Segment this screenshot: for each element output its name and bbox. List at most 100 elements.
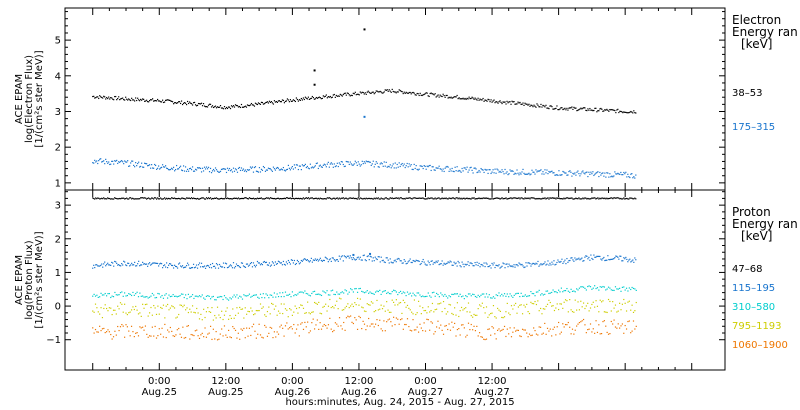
data-point bbox=[435, 292, 438, 295]
data-point bbox=[585, 197, 587, 199]
data-point bbox=[384, 330, 386, 332]
data-point bbox=[559, 291, 561, 293]
data-point bbox=[544, 261, 546, 263]
y-label-line: log(Proton Flux) bbox=[24, 240, 35, 319]
data-point bbox=[276, 314, 278, 316]
data-point bbox=[397, 304, 399, 306]
data-point bbox=[243, 197, 246, 199]
data-point bbox=[399, 89, 401, 92]
data-point bbox=[346, 92, 348, 94]
data-point bbox=[544, 308, 546, 310]
data-point bbox=[614, 109, 616, 112]
data-point bbox=[458, 262, 460, 264]
data-point bbox=[97, 331, 99, 333]
data-point bbox=[167, 168, 169, 170]
data-point bbox=[275, 336, 277, 338]
data-point bbox=[236, 171, 239, 173]
data-point bbox=[143, 296, 145, 298]
data-point bbox=[176, 102, 179, 104]
data-point bbox=[250, 197, 253, 200]
data-point bbox=[377, 197, 379, 199]
data-point bbox=[634, 310, 636, 312]
data-point bbox=[100, 158, 102, 160]
data-point bbox=[474, 314, 477, 316]
data-point bbox=[406, 92, 408, 94]
data-point bbox=[441, 95, 443, 98]
data-point bbox=[482, 169, 484, 171]
data-point bbox=[355, 258, 357, 261]
data-point bbox=[527, 310, 529, 313]
data-point bbox=[95, 161, 97, 163]
data-point bbox=[221, 266, 224, 268]
data-point bbox=[325, 257, 327, 259]
data-point bbox=[573, 260, 575, 262]
data-point bbox=[481, 99, 483, 101]
data-point bbox=[458, 197, 460, 199]
data-point bbox=[453, 261, 455, 263]
data-point bbox=[121, 97, 123, 100]
data-point bbox=[490, 297, 492, 299]
data-point bbox=[549, 328, 551, 330]
data-point bbox=[590, 254, 592, 256]
data-point bbox=[491, 326, 493, 328]
data-point bbox=[211, 170, 214, 172]
data-point bbox=[232, 262, 235, 264]
data-point bbox=[114, 291, 116, 294]
data-point bbox=[151, 314, 153, 316]
data-point bbox=[99, 95, 101, 97]
data-point bbox=[442, 198, 444, 200]
data-point bbox=[513, 101, 515, 103]
data-point bbox=[535, 333, 538, 335]
data-point bbox=[515, 302, 517, 305]
data-point bbox=[218, 171, 221, 173]
data-point bbox=[350, 288, 352, 290]
data-point bbox=[634, 197, 636, 199]
data-point bbox=[620, 325, 622, 327]
data-point bbox=[468, 197, 470, 200]
data-point bbox=[221, 198, 224, 200]
data-point bbox=[340, 325, 342, 327]
data-point bbox=[612, 301, 614, 303]
data-point bbox=[557, 108, 559, 111]
data-point bbox=[596, 287, 599, 289]
data-point bbox=[251, 166, 254, 168]
data-point bbox=[111, 97, 113, 99]
data-point bbox=[553, 309, 556, 312]
data-point bbox=[627, 261, 629, 263]
data-point bbox=[397, 293, 399, 296]
data-point bbox=[165, 266, 167, 268]
data-point bbox=[421, 94, 423, 97]
data-point bbox=[570, 333, 572, 335]
data-point bbox=[269, 265, 272, 267]
data-point bbox=[630, 173, 632, 175]
data-point bbox=[135, 97, 137, 99]
data-point bbox=[184, 198, 187, 200]
data-point bbox=[517, 329, 520, 332]
data-point bbox=[142, 197, 144, 199]
data-point bbox=[508, 173, 510, 175]
data-point bbox=[368, 91, 370, 93]
data-point bbox=[521, 295, 524, 297]
data-point bbox=[501, 102, 503, 105]
data-point bbox=[119, 302, 122, 304]
data-point bbox=[258, 309, 260, 312]
data-point bbox=[612, 289, 614, 291]
data-point bbox=[197, 335, 199, 337]
data-point bbox=[519, 263, 521, 265]
data-point bbox=[512, 308, 514, 310]
data-point bbox=[599, 197, 601, 199]
data-point bbox=[498, 264, 500, 266]
data-point bbox=[157, 262, 159, 265]
data-point bbox=[564, 289, 567, 292]
data-point bbox=[301, 291, 303, 293]
data-point bbox=[427, 319, 429, 321]
data-point bbox=[144, 197, 146, 199]
data-point bbox=[481, 168, 483, 171]
data-point bbox=[498, 292, 500, 294]
data-point bbox=[422, 329, 424, 332]
data-point bbox=[439, 168, 441, 170]
data-point bbox=[488, 328, 490, 330]
data-point bbox=[613, 175, 615, 177]
data-point bbox=[168, 99, 170, 101]
data-point bbox=[122, 264, 124, 266]
